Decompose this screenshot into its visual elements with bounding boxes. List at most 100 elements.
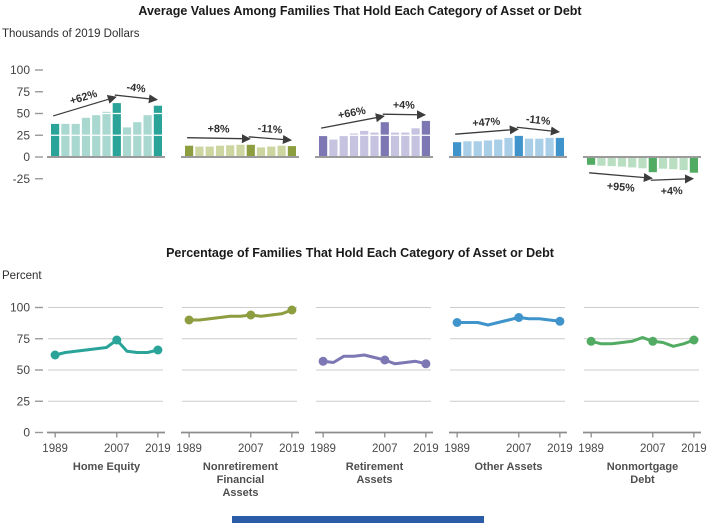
bar bbox=[370, 132, 379, 157]
annotation-label: +62% bbox=[69, 88, 100, 108]
category-label-line: Assets bbox=[356, 474, 392, 486]
bar bbox=[246, 144, 255, 157]
category-label-line: Financial bbox=[217, 474, 265, 486]
bar bbox=[597, 157, 606, 166]
annotation-arrow bbox=[650, 174, 695, 184]
bar bbox=[215, 145, 225, 157]
category-label-line: Debt bbox=[630, 474, 655, 486]
category-label-line: Retirement bbox=[346, 461, 404, 473]
bar bbox=[51, 123, 60, 157]
year-tick-label: 1989 bbox=[578, 443, 604, 455]
bar bbox=[81, 117, 91, 157]
data-point-marker bbox=[586, 336, 596, 346]
bar bbox=[112, 103, 121, 157]
bar bbox=[267, 146, 276, 157]
bar bbox=[638, 157, 647, 169]
annotation-label: +47% bbox=[472, 116, 501, 130]
annotation-arrow bbox=[516, 126, 560, 136]
bar bbox=[483, 140, 493, 157]
bar bbox=[607, 157, 616, 167]
data-point-marker bbox=[555, 316, 565, 326]
year-tick-label: 2007 bbox=[238, 443, 264, 455]
bar bbox=[679, 157, 688, 171]
category-label: Nonmortgage Debt bbox=[607, 461, 679, 486]
annotation-label: +95% bbox=[606, 180, 635, 194]
annotation-label: +8% bbox=[207, 123, 230, 135]
bar bbox=[463, 141, 472, 157]
annotation-arrow bbox=[382, 110, 427, 120]
bottom-chart-home-equity: 1989 2007 2019 Home Equity bbox=[42, 307, 171, 473]
data-point-marker bbox=[184, 315, 194, 325]
series-line bbox=[455, 316, 562, 327]
bar bbox=[153, 105, 162, 157]
top-chart-nonmortgage-debt: +95% +4% bbox=[583, 91, 701, 198]
bar bbox=[71, 123, 80, 157]
data-point-marker bbox=[421, 359, 431, 369]
year-tick-label: 2007 bbox=[506, 443, 532, 455]
top-chart-home-equity: +62% -4% bbox=[47, 81, 165, 158]
bar bbox=[185, 145, 194, 157]
bar bbox=[617, 157, 627, 167]
bar bbox=[256, 147, 266, 157]
annotation-arrow bbox=[187, 134, 251, 144]
bar bbox=[143, 115, 152, 157]
year-tick-label: 1989 bbox=[176, 443, 202, 455]
bar bbox=[122, 127, 132, 157]
annotation-arrow bbox=[455, 125, 519, 135]
bar bbox=[102, 111, 111, 157]
series-line bbox=[53, 338, 160, 357]
top-chart-other-assets: +47% -11% bbox=[449, 91, 567, 158]
bar bbox=[236, 144, 245, 157]
annotation-label: +66% bbox=[337, 105, 367, 122]
bar bbox=[133, 122, 142, 157]
annotation-arrow bbox=[114, 94, 158, 104]
data-point-marker bbox=[112, 335, 122, 345]
bar bbox=[628, 157, 637, 168]
bar bbox=[92, 115, 101, 157]
category-label-line: Home Equity bbox=[73, 461, 141, 473]
bar bbox=[555, 137, 564, 157]
data-point-marker bbox=[452, 318, 462, 327]
bar bbox=[545, 137, 554, 157]
year-tick-label: 1989 bbox=[310, 443, 336, 455]
bar bbox=[669, 157, 678, 170]
top-y-tick-label: 50 bbox=[17, 107, 31, 121]
category-label: Home Equity bbox=[73, 461, 141, 473]
bar bbox=[473, 141, 482, 157]
series-line bbox=[589, 336, 696, 348]
year-tick-label: 1989 bbox=[42, 443, 68, 455]
year-tick-label: 2007 bbox=[104, 443, 130, 455]
data-point-marker bbox=[153, 345, 163, 355]
bar bbox=[494, 139, 503, 157]
category-label-line: Other Assets bbox=[474, 461, 542, 473]
data-point-marker bbox=[246, 310, 256, 320]
bar bbox=[401, 132, 410, 157]
bar bbox=[277, 145, 286, 157]
bottom-unit-label: Percent bbox=[2, 270, 42, 282]
bar bbox=[421, 120, 430, 157]
category-label: Nonretirement Financial Assets bbox=[203, 461, 279, 499]
series-line bbox=[321, 353, 428, 366]
bottom-y-tick-label: 75 bbox=[17, 332, 31, 346]
year-tick-label: 2019 bbox=[279, 443, 305, 455]
top-panel-title: Average Values Among Families That Hold … bbox=[138, 4, 582, 18]
top-y-tick-label: 25 bbox=[17, 128, 31, 142]
data-point-marker bbox=[318, 356, 328, 366]
year-tick-label: 2019 bbox=[145, 443, 171, 455]
top-y-tick-label: 0 bbox=[23, 150, 30, 164]
bar bbox=[648, 157, 657, 173]
bottom-y-tick-label: 25 bbox=[17, 394, 31, 408]
series-line bbox=[187, 308, 294, 322]
bottom-panel-title: Percentage of Families That Hold Each Ca… bbox=[166, 246, 554, 260]
bar bbox=[524, 138, 534, 157]
bar bbox=[319, 136, 328, 157]
bottom-y-tick-label: 50 bbox=[17, 363, 31, 377]
year-tick-label: 2019 bbox=[681, 443, 707, 455]
category-label-line: Nonmortgage bbox=[607, 461, 679, 473]
bar bbox=[587, 157, 596, 165]
bar bbox=[195, 146, 204, 157]
annotation-arrow bbox=[589, 172, 653, 183]
bar bbox=[514, 135, 523, 158]
bar bbox=[287, 146, 296, 157]
